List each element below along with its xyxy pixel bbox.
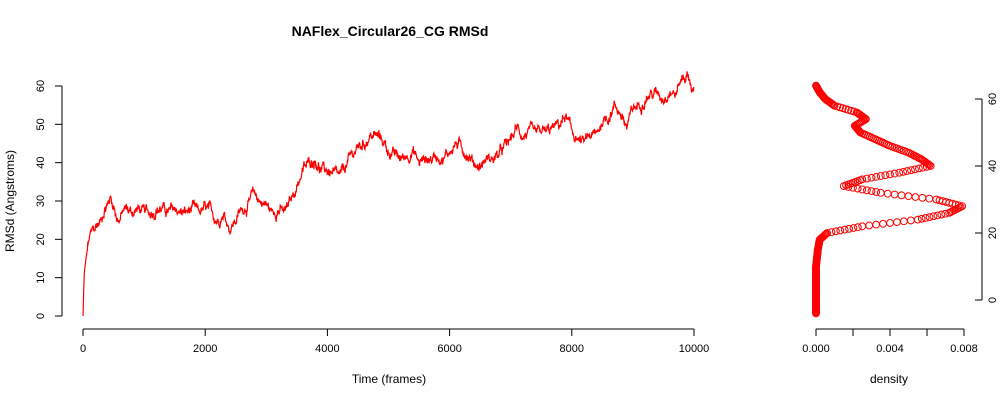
- x-tick-label: 2000: [193, 343, 217, 355]
- density-point: [845, 224, 853, 233]
- density-point: [897, 191, 906, 200]
- density-y-tick-label: 40: [987, 160, 999, 172]
- rmsd-series-line: [82, 71, 695, 317]
- density-point: [849, 224, 858, 232]
- density-point: [872, 188, 881, 196]
- density-point: [904, 192, 913, 201]
- y-tick-label: 30: [35, 195, 47, 207]
- density-point: [893, 218, 901, 227]
- density-point: [899, 167, 908, 176]
- main-plot-series: [82, 71, 695, 317]
- y-tick-label: 50: [35, 118, 47, 130]
- density-point: [853, 184, 862, 193]
- x-tick-label: 10000: [679, 343, 710, 355]
- density-point: [812, 81, 820, 90]
- density-point: [925, 213, 934, 221]
- y-tick-label: 20: [35, 233, 47, 245]
- density-point: [921, 214, 930, 222]
- density-point: [890, 169, 899, 178]
- density-point: [876, 172, 885, 180]
- density-point: [911, 165, 919, 174]
- density-point: [872, 220, 881, 229]
- density-point: [858, 222, 867, 231]
- density-plot-axes: 0.000 0.004 0.008 0 20 40 60: [802, 93, 999, 355]
- density-x-tick-label: 0.000: [802, 343, 830, 355]
- density-point: [853, 124, 861, 133]
- density-point: [823, 229, 831, 237]
- density-point: [919, 157, 928, 165]
- density-point: [883, 189, 892, 198]
- density-point: [879, 219, 887, 228]
- density-point: [872, 172, 881, 181]
- density-y-tick-label: 20: [987, 227, 999, 239]
- density-y-tick-label: 0: [987, 297, 999, 303]
- x-tick-label: 6000: [437, 343, 461, 355]
- density-point: [890, 190, 899, 199]
- density-point: [836, 226, 845, 235]
- x-tick-label: 4000: [315, 343, 339, 355]
- density-point: [886, 219, 894, 227]
- main-plot-axes: 0 2000 4000 6000 8000 10000 0 10 20 30 40 50 60: [35, 80, 709, 355]
- chart-title: NAFlex_Circular26_CG RMSd: [292, 23, 489, 39]
- density-point: [865, 221, 874, 230]
- density-point: [933, 211, 942, 220]
- density-point: [862, 174, 871, 183]
- density-point: [876, 188, 885, 197]
- density-point: [881, 171, 890, 180]
- density-x-tick-label: 0.004: [876, 343, 904, 355]
- y-tick-label: 40: [35, 157, 47, 169]
- y-tick-label: 10: [35, 272, 47, 284]
- density-point: [862, 186, 871, 195]
- density-point: [853, 223, 862, 232]
- x-axis-label: Time (frames): [352, 372, 426, 386]
- density-point: [899, 217, 908, 226]
- density-point: [915, 164, 923, 173]
- density-point: [929, 212, 938, 221]
- density-point: [956, 203, 965, 211]
- density-y-tick-label: 60: [987, 93, 999, 105]
- y-axis-label: RMSd (Angstroms): [3, 150, 17, 252]
- y-tick-label: 60: [35, 80, 47, 92]
- density-point: [903, 167, 912, 175]
- density-point: [831, 227, 840, 236]
- density-point: [867, 187, 876, 196]
- density-point: [895, 168, 904, 177]
- density-point: [840, 225, 849, 234]
- x-tick-label: 8000: [560, 343, 584, 355]
- density-point: [820, 231, 829, 240]
- density-point: [907, 166, 915, 175]
- density-point: [827, 228, 836, 237]
- density-point: [906, 216, 915, 225]
- density-point: [917, 214, 926, 223]
- x-tick-label: 0: [80, 343, 86, 355]
- y-tick-label: 0: [35, 313, 47, 319]
- density-point: [858, 185, 867, 194]
- density-point: [867, 173, 876, 182]
- density-x-tick-label: 0.008: [950, 343, 978, 355]
- density-point: [935, 196, 944, 205]
- density-point: [913, 215, 922, 224]
- density-plot-series: [812, 81, 967, 318]
- density-point: [822, 229, 831, 238]
- density-point: [853, 109, 862, 118]
- density-point: [911, 193, 920, 201]
- density-point: [858, 175, 867, 184]
- density-point: [937, 210, 946, 219]
- density-point: [918, 193, 927, 202]
- density-point: [886, 170, 894, 179]
- density-point: [925, 194, 934, 203]
- density-point: [941, 209, 950, 218]
- density-x-axis-label: density: [870, 372, 908, 386]
- density-point: [855, 110, 863, 118]
